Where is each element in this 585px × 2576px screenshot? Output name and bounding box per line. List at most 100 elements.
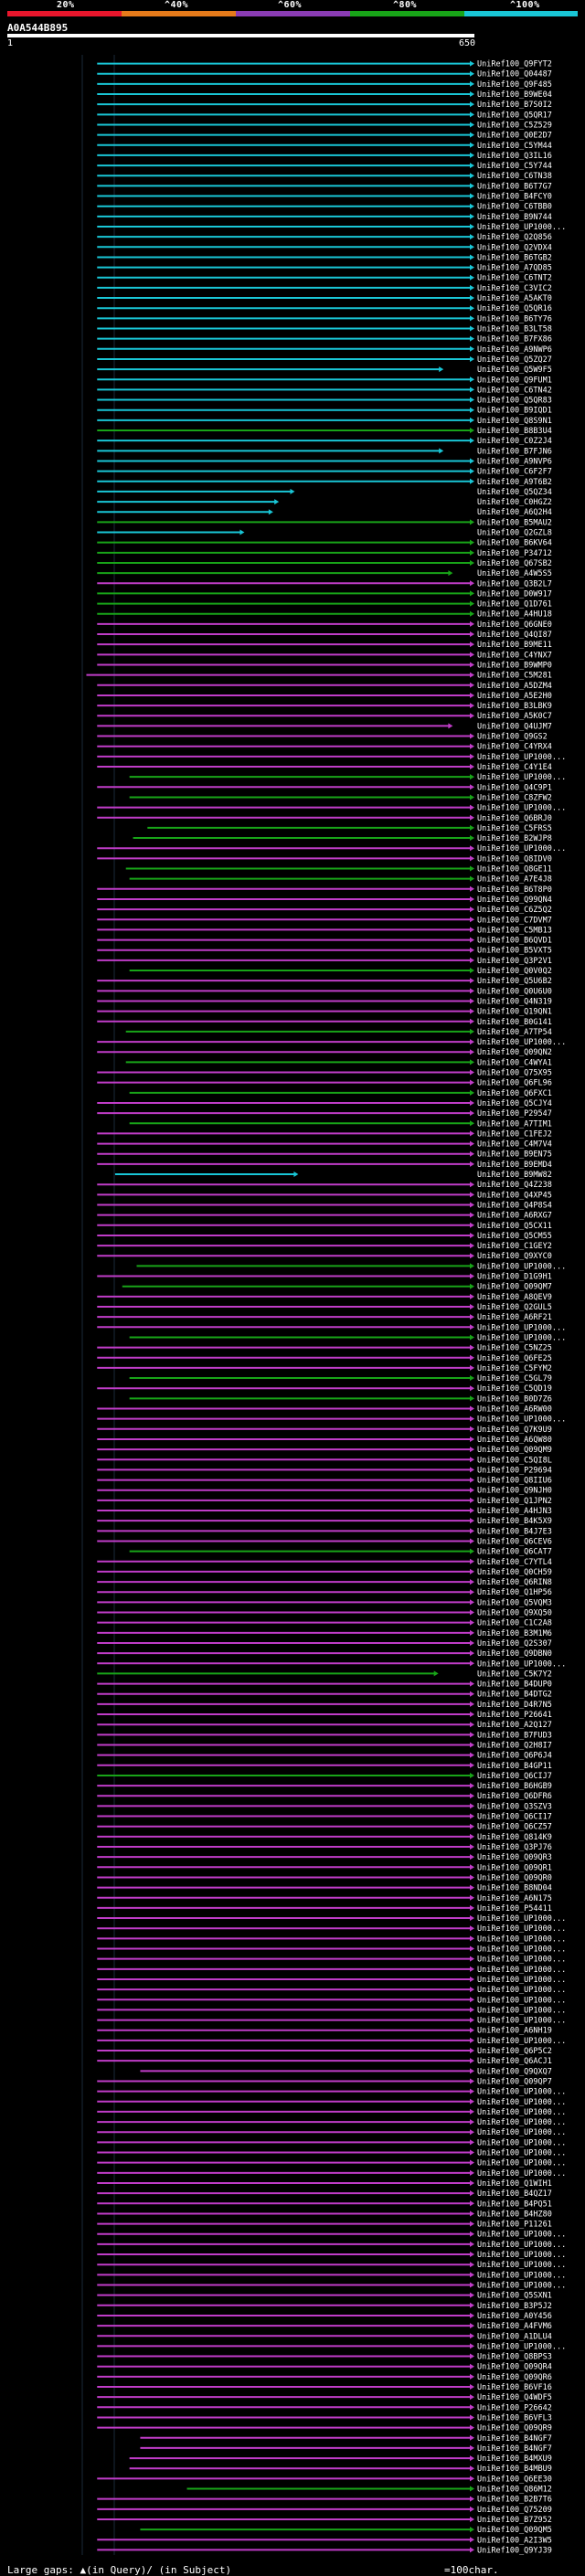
hit-label: UniRef100_Q09QR1 bbox=[477, 1863, 552, 1872]
hit-label: UniRef100_Q9DBN0 bbox=[477, 1649, 552, 1659]
hit-arrow bbox=[470, 1140, 474, 1147]
hit-arrow bbox=[470, 2017, 474, 2023]
hit-arrow bbox=[470, 2333, 474, 2339]
hit-arrow bbox=[470, 1354, 474, 1361]
hit-label: UniRef100_B4QZ17 bbox=[477, 2189, 552, 2199]
hit-arrow bbox=[470, 387, 474, 393]
hit-label: UniRef100_A2Q127 bbox=[477, 1721, 552, 1730]
hit-label: UniRef100_P29547 bbox=[477, 1109, 552, 1118]
hit-arrow bbox=[470, 193, 474, 199]
hit-arrow bbox=[470, 468, 474, 474]
hit-arrow bbox=[433, 1670, 439, 1677]
hit-arrow bbox=[470, 213, 474, 219]
hit-label: UniRef100_C7DVM7 bbox=[477, 916, 552, 925]
hit-arrow bbox=[470, 1680, 474, 1687]
hit-arrow bbox=[470, 1375, 474, 1382]
hit-label: UniRef100_Q0CH59 bbox=[477, 1568, 552, 1577]
hit-label: UniRef100_Q2VDX4 bbox=[477, 243, 552, 252]
hit-arrow bbox=[470, 2210, 474, 2217]
hit-arrow bbox=[470, 1660, 474, 1667]
hit-label: UniRef100_UP1000... bbox=[477, 1038, 566, 1047]
hit-arrow bbox=[470, 1599, 474, 1606]
hit-label: UniRef100_Q9GS2 bbox=[477, 733, 548, 742]
hit-arrow bbox=[470, 1712, 474, 1718]
hit-label: UniRef100_Q5QR17 bbox=[477, 111, 552, 120]
hit-arrow bbox=[470, 559, 474, 566]
hit-arrow bbox=[470, 1742, 474, 1748]
hit-arrow bbox=[470, 1253, 474, 1259]
legend-label-100: ^100% bbox=[510, 0, 540, 10]
hit-label: UniRef100_Q6P6J4 bbox=[477, 1752, 552, 1761]
hit-label: UniRef100_B7S0I2 bbox=[477, 101, 552, 110]
hit-arrow bbox=[470, 2465, 474, 2472]
hit-label: UniRef100_A6Q2H4 bbox=[477, 508, 552, 517]
hit-arrow bbox=[470, 1243, 474, 1249]
hit-arrow bbox=[470, 927, 474, 933]
hit-arrow bbox=[470, 1395, 474, 1402]
hit-label: UniRef100_C5QI8L bbox=[477, 1456, 552, 1465]
hit-arrow bbox=[470, 1222, 474, 1228]
hit-label: UniRef100_A9NVP6 bbox=[477, 457, 552, 466]
hit-arrow bbox=[470, 2444, 474, 2451]
hit-arrow bbox=[470, 2252, 474, 2258]
hit-label: UniRef100_C5NZ25 bbox=[477, 1344, 552, 1353]
hit-arrow bbox=[470, 2169, 474, 2176]
hit-arrow bbox=[470, 1487, 474, 1493]
hit-label: UniRef100_Q5W9F5 bbox=[477, 366, 552, 375]
query-start-tick: 1 bbox=[7, 38, 14, 48]
hit-label: UniRef100_P11261 bbox=[477, 2221, 552, 2230]
hit-arrow bbox=[470, 1629, 474, 1636]
hit-arrow bbox=[470, 397, 474, 403]
legend-label-60: ^60% bbox=[278, 0, 303, 10]
hit-label: UniRef100_Q6CAT7 bbox=[477, 1548, 552, 1557]
hit-arrow bbox=[470, 743, 474, 749]
hit-arrow bbox=[470, 1436, 474, 1442]
hit-label: UniRef100_UP1000... bbox=[477, 753, 566, 762]
hit-label: UniRef100_B7FX86 bbox=[477, 335, 552, 345]
hit-label: UniRef100_Q86M12 bbox=[477, 2486, 552, 2495]
hit-arrow bbox=[470, 855, 474, 862]
hit-label: UniRef100_Q2H8I7 bbox=[477, 1741, 552, 1750]
hit-label: UniRef100_UP1000... bbox=[477, 2006, 566, 2015]
query-gap-icon: ▲ bbox=[80, 2564, 87, 2576]
hit-label: UniRef100_Q4N319 bbox=[477, 997, 552, 1006]
hit-label: UniRef100_UP1000... bbox=[477, 1945, 566, 1955]
hit-arrow bbox=[470, 1212, 474, 1218]
hit-label: UniRef100_A1DLU4 bbox=[477, 2332, 552, 2341]
hit-label: UniRef100_B4J7E3 bbox=[477, 1527, 552, 1536]
hit-label: UniRef100_Q9XQ50 bbox=[477, 1609, 552, 1618]
hit-arrow bbox=[470, 173, 474, 179]
hit-arrow bbox=[470, 600, 474, 607]
hit-label: UniRef100_UP1000... bbox=[477, 2138, 566, 2147]
hit-arrow bbox=[470, 152, 474, 158]
hit-arrow bbox=[470, 580, 474, 587]
hit-arrow bbox=[470, 519, 474, 525]
hit-label: UniRef100_B7FUD3 bbox=[477, 1731, 552, 1740]
hit-arrow bbox=[470, 682, 474, 688]
hit-arrow bbox=[470, 458, 474, 464]
hit-arrow bbox=[470, 590, 474, 597]
hit-arrow bbox=[470, 1161, 474, 1167]
hit-label: UniRef100_D1G9H1 bbox=[477, 1273, 552, 1282]
hit-arrow bbox=[470, 1803, 474, 1809]
hit-label: UniRef100_UP1000... bbox=[477, 2088, 566, 2097]
hit-label: UniRef100_Q6RIN8 bbox=[477, 1578, 552, 1587]
hit-label: UniRef100_UP1000... bbox=[477, 2271, 566, 2280]
hit-arrow bbox=[470, 2302, 474, 2308]
hit-label: UniRef100_Q9FYT2 bbox=[477, 60, 552, 69]
hit-label: UniRef100_B6T8P0 bbox=[477, 885, 552, 895]
hit-label: UniRef100_B9N744 bbox=[477, 213, 552, 222]
hit-arrow bbox=[470, 2323, 474, 2329]
hit-arrow bbox=[470, 2119, 474, 2125]
hit-label: UniRef100_A0Y456 bbox=[477, 2312, 552, 2321]
hit-label: UniRef100_Q09QM5 bbox=[477, 2526, 552, 2535]
hit-label: UniRef100_Q09QP7 bbox=[477, 2077, 552, 2086]
hit-arrow bbox=[470, 2058, 474, 2064]
hit-label: UniRef100_Q3SZV3 bbox=[477, 1802, 552, 1811]
hit-arrow bbox=[470, 2149, 474, 2156]
hit-label: UniRef100_Q6BRJ0 bbox=[477, 814, 552, 823]
hit-label: UniRef100_Q09QR6 bbox=[477, 2373, 552, 2382]
hit-arrow bbox=[470, 407, 474, 413]
hit-label: UniRef100_C5MB13 bbox=[477, 926, 552, 935]
hit-arrow bbox=[470, 428, 474, 434]
